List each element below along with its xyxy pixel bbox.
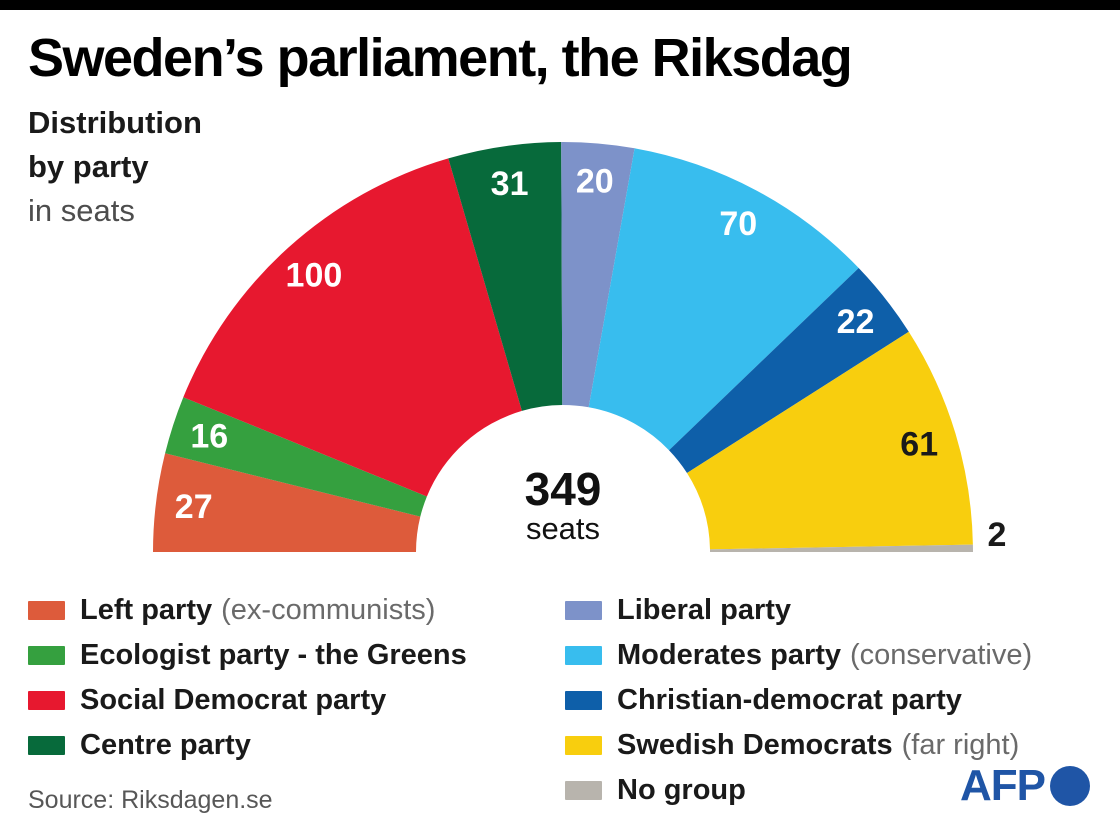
seat-count-label-christian-democrat-party: 22 — [837, 303, 875, 341]
legend-swatch-swedish-democrats — [565, 736, 602, 755]
legend-label: Left party — [80, 594, 213, 626]
legend-swatch-moderates-party — [565, 646, 602, 665]
legend-item-left-party: Left party (ex-communists) — [28, 588, 467, 633]
total-seats-value: 349 — [524, 463, 602, 515]
legend-qualifier: (conservative) — [850, 639, 1033, 671]
legend-label: Swedish Democrats — [617, 729, 893, 761]
segment-centre-party — [448, 142, 563, 411]
legend-item-moderates-party: Moderates party (conservative) — [565, 633, 1032, 678]
seat-count-label-centre-party: 31 — [491, 165, 529, 203]
seat-count-label-no-group: 2 — [988, 516, 1007, 554]
source-credit: Source: Riksdagen.se — [28, 786, 273, 814]
top-black-bar — [0, 0, 1120, 10]
legend-item-centre-party: Centre party — [28, 723, 467, 768]
legend-label: No group — [617, 774, 746, 806]
legend-item-swedish-democrats: Swedish Democrats (far right) — [565, 723, 1032, 768]
subtitle-line-2: by party — [28, 149, 149, 184]
afp-logo-circle — [1050, 766, 1090, 806]
segment-no-group — [710, 544, 973, 552]
chart-subtitle: Distribution by party in seats — [28, 101, 202, 233]
seat-count-label-left-party: 27 — [175, 488, 213, 526]
total-seats-label: 349 seats — [443, 466, 683, 545]
segment-left-party — [153, 453, 421, 552]
seat-count-label-swedish-democrats: 61 — [900, 426, 938, 464]
legend-item-social-democrat-party: Social Democrat party — [28, 678, 467, 723]
afp-logo-text: AFP — [960, 761, 1046, 810]
legend-qualifier: (far right) — [901, 729, 1020, 761]
legend-label: Moderates party — [617, 639, 842, 671]
legend-label: Ecologist party - the Greens — [80, 639, 467, 671]
total-seats-unit: seats — [525, 511, 601, 546]
segment-ecologist-party-the-greens — [165, 397, 427, 517]
segment-social-democrat-party — [183, 158, 522, 497]
legend-swatch-left-party — [28, 601, 65, 620]
legend-label: Liberal party — [617, 594, 792, 626]
segment-moderates-party — [588, 148, 859, 451]
subtitle-line-3: in seats — [28, 193, 135, 228]
legend-item-ecologist-party: Ecologist party - the Greens — [28, 633, 467, 678]
legend-item-liberal-party: Liberal party — [565, 588, 1032, 633]
legend-label: Centre party — [80, 729, 251, 761]
seat-count-label-social-democrat-party: 100 — [286, 257, 343, 295]
seat-count-label-ecologist-party-the-greens: 16 — [190, 418, 228, 456]
afp-logo: AFP — [960, 764, 1090, 808]
legend-swatch-liberal-party — [565, 601, 602, 620]
legend-left-column: Left party (ex-communists) Ecologist par… — [28, 588, 467, 768]
page-title: Sweden’s parliament, the Riksdag — [28, 28, 853, 88]
segment-swedish-democrats — [687, 331, 973, 550]
legend-swatch-social-democrat-party — [28, 691, 65, 710]
seat-count-label-moderates-party: 70 — [719, 205, 757, 243]
legend-label: Social Democrat party — [80, 684, 387, 716]
seat-count-label-liberal-party: 20 — [576, 162, 614, 200]
legend-qualifier: (ex-communists) — [221, 594, 436, 626]
legend-swatch-christian-democrat-party — [565, 691, 602, 710]
legend-item-christian-democrat-party: Christian-democrat party — [565, 678, 1032, 723]
legend-item-no-group: No group — [565, 768, 1032, 813]
legend-right-column: Liberal party Moderates party (conservat… — [565, 588, 1032, 813]
segment-christian-democrat-party — [669, 268, 909, 473]
legend-swatch-ecologist-party — [28, 646, 65, 665]
legend-swatch-no-group — [565, 781, 602, 800]
segment-liberal-party — [561, 141, 635, 408]
legend-label: Christian-democrat party — [617, 684, 962, 716]
subtitle-line-1: Distribution — [28, 105, 202, 140]
legend-swatch-centre-party — [28, 736, 65, 755]
